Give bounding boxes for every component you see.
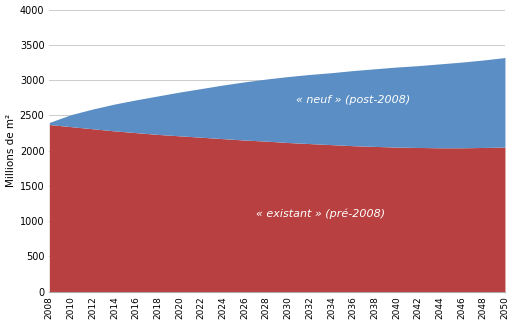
Text: « neuf » (post-2008): « neuf » (post-2008) [296,95,410,105]
Y-axis label: Millions de m²: Millions de m² [6,114,15,187]
Text: « existant » (pré-2008): « existant » (pré-2008) [256,209,385,219]
